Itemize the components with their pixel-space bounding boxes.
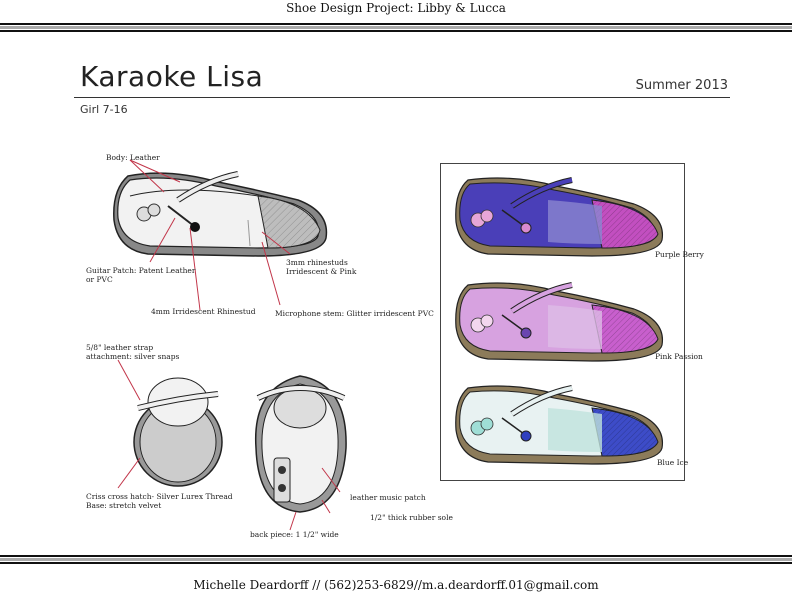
colorway-panel (440, 163, 685, 481)
colorway-name: Purple Berry (655, 250, 704, 259)
footer-divider (0, 555, 792, 564)
design-title: Karaoke Lisa (80, 60, 264, 93)
callout-strap-attachment: 5/8" leather strap attachment: silver sn… (86, 343, 180, 361)
callout-leather-music-patch: leather music patch (350, 493, 426, 502)
project-title: Shoe Design Project: Libby & Lucca (286, 1, 506, 15)
colorway-shoe-2 (455, 282, 664, 362)
callout-microphone-stem: Microphone stem: Glitter irridescent PVC (275, 309, 434, 318)
colorway-name: Blue Ice (657, 458, 689, 467)
size-range: Girl 7-16 (80, 103, 128, 116)
callout-rubber-sole: 1/2" thick rubber sole (370, 513, 453, 522)
callout-guitar-patch: Guitar Patch: Patent Leather or PVC (86, 266, 196, 284)
callout-body: Body: Leather (106, 153, 160, 162)
header-divider (0, 23, 792, 32)
colorway-shoe-3 (455, 385, 664, 465)
colorway-name: Pink Passion (655, 352, 703, 361)
shoe-front-view-sketch (133, 377, 223, 487)
colorway-shoe-1 (455, 177, 664, 257)
shoe-back-view-sketch (254, 375, 347, 513)
title-divider (74, 97, 730, 98)
callout-3mm-rhinestuds: 3mm rhinestuds Irridescent & Pink (286, 258, 357, 276)
callout-4mm-rhinestud: 4mm Irridescent Rhinestud (151, 307, 256, 316)
callout-criss-cross: Criss cross hatch- Silver Lurex Thread B… (86, 492, 233, 510)
designer-contact: Michelle Deardorff // (562)253-6829//m.a… (193, 578, 599, 592)
season-label: Summer 2013 (635, 78, 728, 93)
callout-back-piece: back piece: 1 1/2" wide (250, 530, 339, 539)
